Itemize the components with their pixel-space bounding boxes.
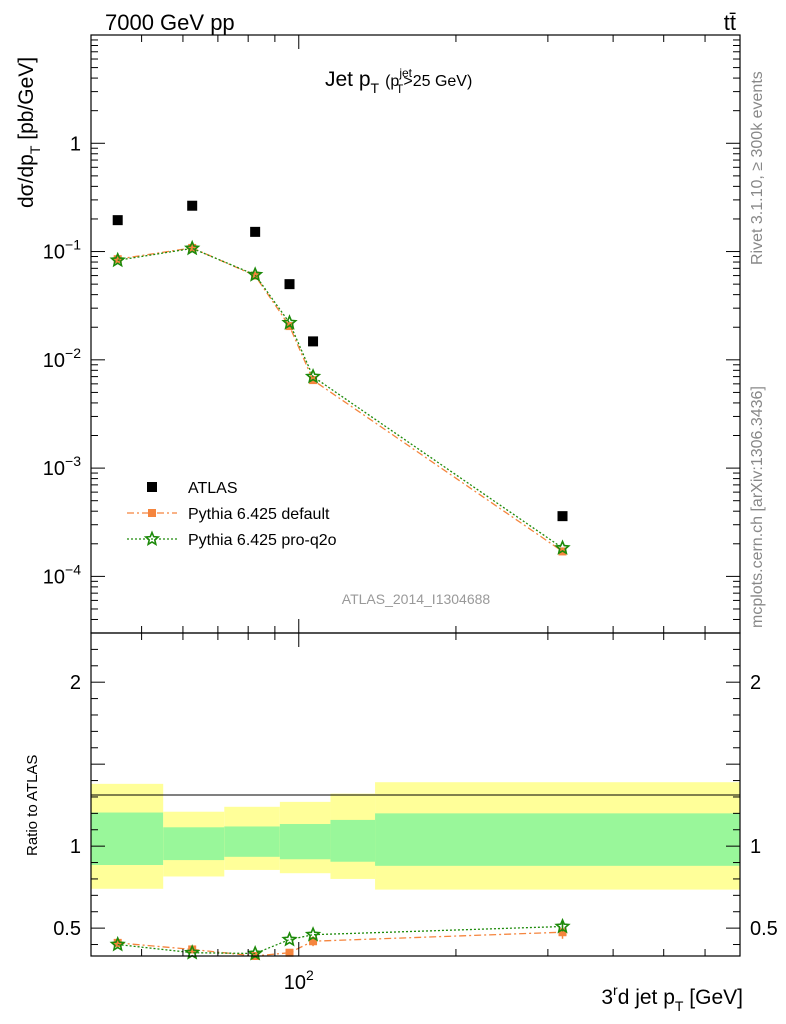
ratio-series-0 xyxy=(113,925,567,960)
series-1 xyxy=(113,243,567,556)
series-line xyxy=(117,247,563,549)
title-paren-sub: T xyxy=(396,82,404,96)
y-tick-label: 10−3 xyxy=(43,453,81,480)
data-point xyxy=(304,368,322,384)
ratio-tick-label: 1 xyxy=(750,836,761,858)
ratio-point xyxy=(309,937,318,946)
ratio-point xyxy=(285,948,294,957)
inner-band xyxy=(224,826,280,857)
xlabel-sub: T xyxy=(675,998,684,1014)
ratio-line xyxy=(117,925,563,955)
ratio-line xyxy=(117,931,563,957)
legend-label: Pythia 6.425 default xyxy=(188,506,330,523)
xlabel-tail: [GeV] xyxy=(683,986,743,1009)
inner-band xyxy=(91,812,164,866)
xlabel-pre: 3 xyxy=(601,986,613,1009)
ylabel-sub: T xyxy=(27,145,43,154)
ratio-tick-label: 2 xyxy=(750,672,761,694)
series-2 xyxy=(109,239,571,555)
data-point xyxy=(188,243,197,252)
data-point xyxy=(109,251,126,268)
y-tick-label: 1 xyxy=(70,133,81,155)
data-point xyxy=(246,266,264,282)
y-tick-label: 10−4 xyxy=(43,561,81,588)
title-paren-sup: jet xyxy=(398,66,412,80)
legend-marker xyxy=(148,509,156,517)
title-paren: (p xyxy=(385,73,399,90)
ratio-series-1 xyxy=(109,917,571,961)
data-point xyxy=(284,279,295,290)
series-line xyxy=(117,247,563,552)
data-point xyxy=(184,239,201,256)
ratio-point xyxy=(109,935,126,952)
data-point xyxy=(250,226,261,237)
lower-frame xyxy=(90,632,741,957)
title-paren-tail: >25 GeV) xyxy=(403,73,472,90)
ratio-tick-label: 0.5 xyxy=(750,918,778,940)
legend-marker xyxy=(143,530,161,546)
data-point xyxy=(112,215,123,226)
inner-band xyxy=(163,827,225,861)
rivet-label: Rivet 3.1.10, ≥ 300k events xyxy=(749,71,766,265)
ratio-point xyxy=(554,917,571,934)
title-main-sub: T xyxy=(371,80,380,96)
inner-band xyxy=(375,813,740,866)
data-point xyxy=(281,314,298,330)
series-0 xyxy=(112,200,568,522)
legend: ATLAS Pythia 6.425 default Pythia 6.425 pr… xyxy=(127,480,337,549)
legend-marker xyxy=(147,482,157,492)
xlabel-sup: r xyxy=(613,982,618,998)
y-tick-label: 10−2 xyxy=(43,345,81,372)
inner-band xyxy=(330,819,376,862)
ratio-tick-label: 0.5 xyxy=(53,918,81,940)
mcplots-label: mcplots.cern.ch [arXiv:1306.3436] xyxy=(749,386,766,628)
header-right: tt̄ xyxy=(724,10,736,35)
ratio-point xyxy=(304,926,322,942)
data-point xyxy=(308,336,319,347)
inner-band xyxy=(279,824,331,860)
ylabel-main: dσ/dp xyxy=(15,154,38,208)
y-tick-label: 10−1 xyxy=(43,237,81,264)
x-tick-label: 102 xyxy=(284,967,314,994)
ratio-point xyxy=(558,928,567,937)
ratio-point xyxy=(281,931,298,947)
legend-label: Pythia 6.425 pro-q2o xyxy=(188,532,337,549)
lower-ylabel: Ratio to ATLAS xyxy=(24,755,41,856)
data-point xyxy=(554,539,571,555)
header-left: 7000 GeV pp xyxy=(105,10,235,35)
legend-label: ATLAS xyxy=(188,480,238,497)
upper-title: Jet pT (pjet T>25 GeV) xyxy=(325,66,472,96)
xlabel-mid: d jet p xyxy=(618,986,675,1009)
analysis-watermark: ATLAS_2014_I1304688 xyxy=(342,591,491,607)
data-point xyxy=(557,511,568,522)
data-point xyxy=(187,200,198,211)
xlabel: 3rd jet pT [GeV] xyxy=(601,982,743,1014)
upper-ylabel: dσ/dpT [pb/GeV] xyxy=(15,57,43,208)
ratio-tick-label: 2 xyxy=(70,672,81,694)
ratio-tick-label: 1 xyxy=(70,836,81,858)
ratio-point xyxy=(188,945,197,954)
ylabel-tail: [pb/GeV] xyxy=(15,57,38,146)
ratio-point xyxy=(113,938,122,947)
title-main: Jet p xyxy=(325,68,371,91)
data-point xyxy=(113,255,122,264)
